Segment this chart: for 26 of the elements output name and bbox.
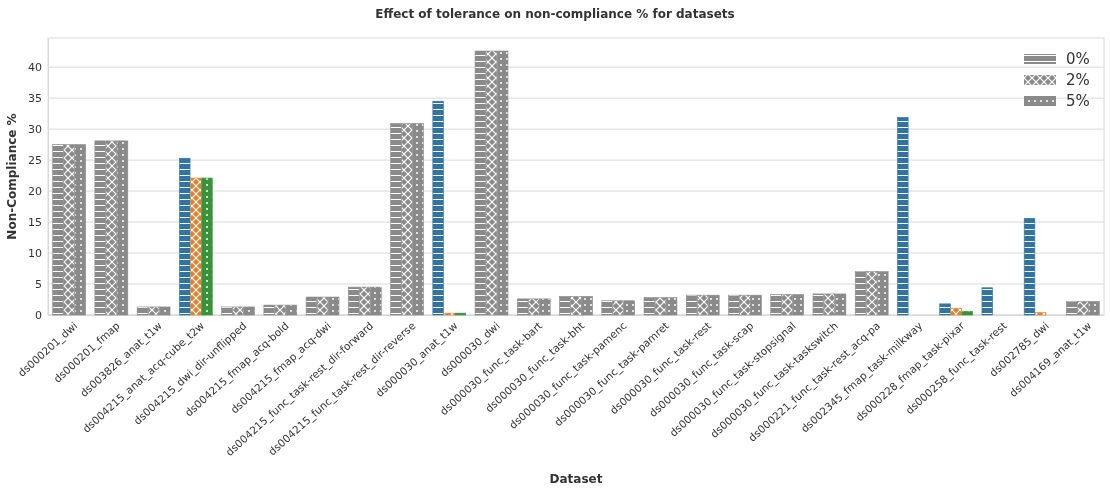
y-tick-label: 20: [28, 185, 42, 199]
bar: [201, 177, 213, 316]
bar: [1035, 312, 1047, 316]
legend-label: 5%: [1066, 92, 1090, 111]
y-tick-label: 30: [28, 123, 42, 137]
y-tick-label: 35: [28, 92, 42, 106]
bar: [939, 303, 951, 316]
bar: [432, 100, 444, 316]
bar: [961, 310, 973, 316]
bar: [190, 177, 202, 316]
y-tick-label: 25: [28, 154, 42, 168]
y-tick-label: 5: [35, 278, 42, 292]
x-axis-title: Dataset: [549, 472, 603, 486]
bar: [981, 287, 993, 316]
y-tick-label: 15: [28, 216, 42, 230]
legend-label: 2%: [1066, 71, 1090, 90]
bar: [950, 307, 962, 316]
bar: [179, 157, 191, 316]
bar: [897, 117, 909, 316]
y-tick-label: 10: [28, 247, 42, 261]
y-axis-title: Non-Compliance %: [5, 113, 19, 240]
bar: [1023, 218, 1036, 316]
y-tick-label: 40: [28, 61, 42, 75]
y-tick-label: 0: [35, 309, 42, 323]
chart-title: Effect of tolerance on non-compliance % for datasets: [375, 7, 735, 21]
legend-label: 0%: [1066, 50, 1090, 69]
